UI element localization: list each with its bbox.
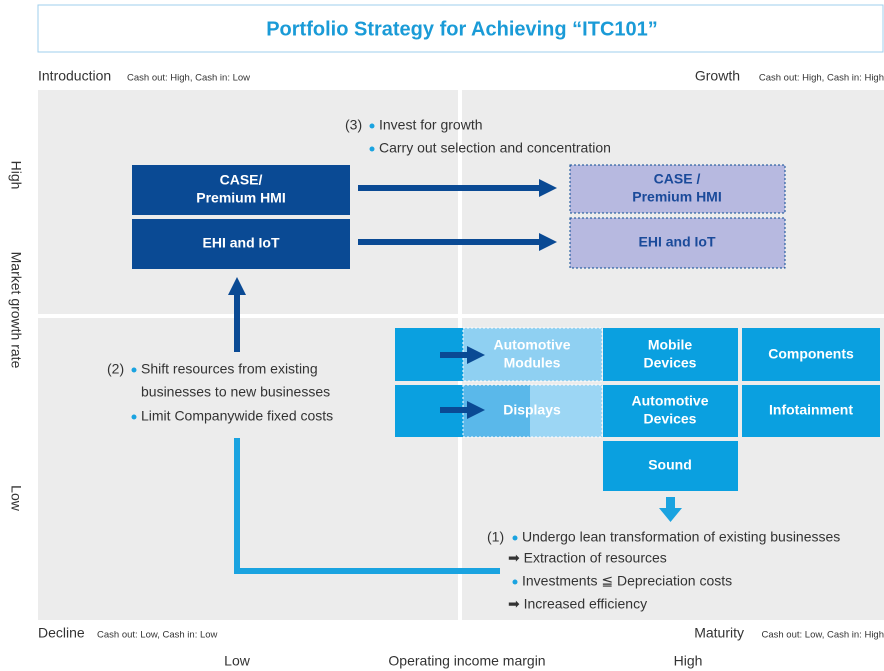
box bbox=[462, 327, 603, 382]
x-low: Low bbox=[224, 653, 251, 669]
strategy-number: (3) bbox=[345, 117, 362, 133]
box bbox=[742, 385, 880, 437]
box-label: Sound bbox=[648, 457, 692, 473]
strategy-line: ➡ Increased efficiency bbox=[508, 596, 647, 612]
box bbox=[132, 219, 350, 269]
box bbox=[742, 328, 880, 381]
box-label: Devices bbox=[644, 411, 697, 427]
box-label: Displays bbox=[503, 402, 561, 418]
strategy-line: businesses to new businesses bbox=[141, 384, 330, 400]
down-arrow bbox=[659, 497, 682, 522]
title: Portfolio Strategy for Achieving “ITC101… bbox=[266, 18, 658, 40]
x-label: Operating income margin bbox=[388, 653, 545, 669]
y-high: High bbox=[8, 161, 24, 190]
bullet bbox=[512, 579, 518, 585]
strategy-line: Limit Companywide fixed costs bbox=[141, 408, 333, 424]
quadrant-name: Growth bbox=[695, 68, 740, 84]
y-label: Market growth rate bbox=[8, 252, 24, 369]
box-label: Components bbox=[768, 346, 854, 362]
box bbox=[603, 441, 738, 491]
quadrant-note: Cash out: Low, Cash in: High bbox=[761, 630, 884, 641]
quadrant-name: Introduction bbox=[38, 68, 111, 84]
strategy-line: ➡ Extraction of resources bbox=[508, 550, 667, 566]
strategy-line: Invest for growth bbox=[379, 117, 483, 133]
box bbox=[530, 385, 602, 437]
box-label: CASE/ bbox=[220, 172, 263, 188]
box bbox=[132, 165, 350, 215]
bullet bbox=[369, 146, 375, 152]
box-label: Devices bbox=[644, 355, 697, 371]
box-label: EHI and IoT bbox=[639, 234, 716, 250]
strategy-number: (1) bbox=[487, 529, 504, 545]
bullet bbox=[369, 123, 375, 129]
quadrant-note: Cash out: High, Cash in: High bbox=[759, 73, 884, 84]
quadrant-name: Maturity bbox=[694, 625, 744, 641]
strategy-line: Carry out selection and concentration bbox=[379, 140, 611, 156]
box bbox=[569, 217, 786, 269]
bullet bbox=[131, 367, 137, 373]
box-label: CASE / bbox=[654, 171, 701, 187]
strategy-number: (2) bbox=[107, 361, 124, 377]
box-label: Modules bbox=[504, 355, 561, 371]
quadrant-note: Cash out: High, Cash in: Low bbox=[127, 73, 250, 84]
box bbox=[603, 385, 738, 437]
box-label: Infotainment bbox=[769, 402, 853, 418]
quadrant-note: Cash out: Low, Cash in: Low bbox=[97, 630, 218, 641]
box-label: Premium HMI bbox=[196, 190, 285, 206]
resource-path bbox=[234, 438, 500, 574]
x-high: High bbox=[674, 653, 703, 669]
box bbox=[603, 328, 738, 381]
strategy-line: Undergo lean transformation of existing … bbox=[522, 529, 840, 545]
y-low: Low bbox=[8, 485, 24, 512]
box-label: Mobile bbox=[648, 337, 693, 353]
bullet bbox=[131, 414, 137, 420]
bullet bbox=[512, 535, 518, 541]
divider bbox=[38, 314, 884, 318]
strategy-line: Shift resources from existing bbox=[141, 361, 318, 377]
box-label: EHI and IoT bbox=[203, 235, 280, 251]
strategy-line: Investments ≦ Depreciation costs bbox=[522, 573, 732, 589]
box-label: Premium HMI bbox=[632, 189, 721, 205]
box bbox=[569, 164, 786, 214]
quadrant-name: Decline bbox=[38, 625, 85, 641]
title-box bbox=[37, 4, 884, 53]
box-label: Automotive bbox=[632, 393, 709, 409]
box-label: Automotive bbox=[494, 337, 571, 353]
